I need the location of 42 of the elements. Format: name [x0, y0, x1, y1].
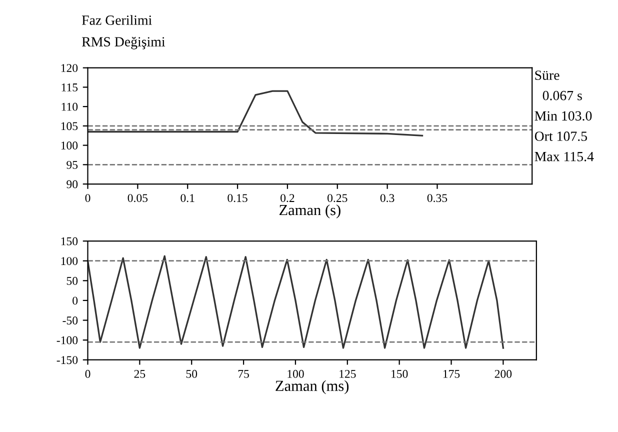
x-tick-label: 0.2: [280, 194, 294, 202]
y-tick-label: 120: [61, 64, 78, 72]
y-tick-label: -150: [56, 356, 78, 364]
x-tick-label: 0: [85, 370, 90, 378]
line-series: [88, 90, 424, 136]
text: 0.067 s: [542, 90, 582, 100]
x-tick-label: 50: [186, 370, 198, 378]
y-tick-label: 100: [61, 257, 78, 266]
y-tick-label: 115: [62, 83, 78, 92]
y-tick-label: 105: [61, 122, 78, 130]
y-tick-label: 110: [62, 102, 78, 111]
text: Max 115.4: [534, 152, 594, 162]
x-tick-label: 100: [288, 370, 304, 378]
chart-subtitle: RMS Değişimi: [82, 36, 166, 50]
chart-title: Faz Gerilimi: [82, 15, 152, 25]
y-tick-label: 100: [61, 142, 78, 150]
x-tick-label: 0: [85, 194, 90, 202]
text: Süre: [535, 70, 560, 80]
x-tick-label: 75: [238, 370, 249, 378]
x-tick-label: 175: [443, 370, 460, 378]
x-tick-label: 0.05: [128, 194, 148, 202]
x-axis-title: Zaman (s): [279, 204, 340, 218]
y-tick-label: 90: [66, 180, 78, 188]
x-tick-label: 25: [134, 370, 146, 378]
x-tick-label: 125: [340, 370, 356, 378]
text: Min 103.0: [534, 111, 592, 121]
x-axis-title: Zaman (ms): [276, 380, 349, 394]
y-tick-label: 50: [66, 276, 78, 285]
y-tick-label: 95: [66, 160, 78, 169]
x-tick-label: 0.3: [380, 194, 394, 202]
y-tick-label: 150: [61, 237, 78, 246]
x-tick-label: 0.25: [328, 194, 348, 202]
x-tick-label: 0.35: [427, 194, 448, 202]
x-tick-label: 150: [392, 370, 408, 378]
x-tick-label: 200: [494, 370, 512, 378]
y-tick-label: 0: [72, 296, 78, 305]
x-tick-label: 0.1: [180, 194, 194, 202]
y-tick-label: -100: [56, 336, 78, 344]
text: Ort 107.5: [534, 132, 588, 141]
y-tick-label: -50: [62, 316, 78, 324]
x-tick-label: 0.15: [228, 194, 248, 202]
line-series: [88, 255, 504, 349]
